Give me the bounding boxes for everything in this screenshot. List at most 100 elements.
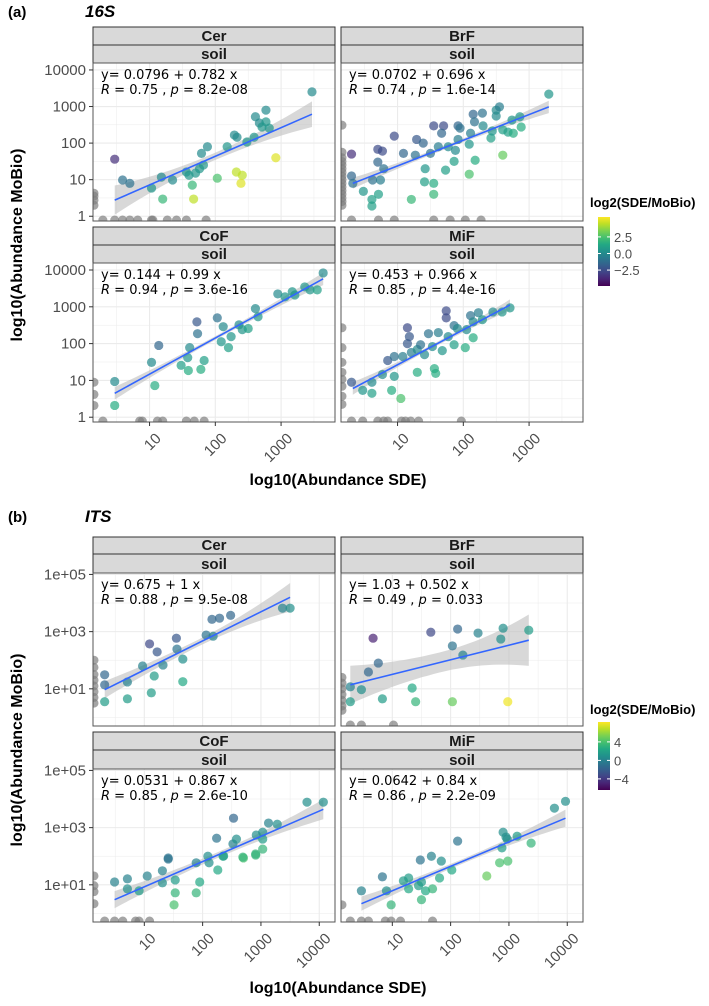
data-point — [100, 680, 110, 690]
panel-border — [340, 768, 584, 923]
data-point — [398, 148, 409, 158]
data-point — [460, 343, 470, 353]
data-point — [503, 697, 513, 707]
data-point — [508, 128, 518, 138]
correlation-stats: R = 0.85 , p = 2.6e-10 — [101, 789, 248, 804]
legend-title: log2(SDE/MoBio) — [590, 195, 695, 210]
regression-line — [361, 817, 566, 905]
data-point — [318, 797, 328, 807]
data-point — [195, 877, 205, 887]
data-point — [470, 155, 480, 165]
strip-habitat-label: soil — [201, 46, 227, 63]
data-point — [544, 89, 554, 99]
x-tick-label: 100 — [436, 930, 466, 960]
data-point — [261, 105, 271, 115]
data-point — [346, 377, 357, 387]
panel-border — [340, 262, 584, 423]
zero-count-point — [389, 215, 399, 221]
data-point — [418, 138, 428, 148]
y-tick-label: 1e+05 — [44, 762, 86, 779]
zero-count-point — [341, 343, 347, 353]
zero-count-point — [341, 381, 347, 391]
zero-count-point — [181, 416, 191, 422]
data-point — [468, 109, 478, 119]
panel-label: (a) — [8, 4, 26, 21]
data-point — [389, 131, 399, 141]
zero-count-point — [373, 215, 383, 221]
zero-count-point — [347, 215, 357, 221]
panel-border — [340, 572, 584, 727]
plot-area — [341, 89, 554, 221]
data-point — [214, 613, 225, 623]
data-point — [449, 156, 459, 166]
zero-count-point — [356, 916, 366, 922]
data-point — [441, 306, 451, 316]
data-point — [318, 268, 328, 278]
data-point — [503, 856, 513, 866]
data-point — [450, 145, 461, 156]
y-tick-label: 1e+05 — [44, 566, 86, 583]
y-axis-title: log10(Abundance MoBio) — [9, 149, 26, 342]
legend-colorbar — [598, 217, 610, 286]
regression-equation: y= 0.144 + 0.99 x — [101, 268, 221, 283]
strip-site-label: MiF — [449, 733, 475, 750]
regression-line — [114, 113, 313, 201]
data-point — [202, 142, 213, 152]
data-point — [183, 365, 193, 376]
data-point — [488, 307, 498, 317]
data-point — [411, 697, 421, 707]
data-point — [285, 603, 295, 613]
data-point — [238, 852, 248, 862]
data-point — [434, 873, 445, 883]
data-point — [524, 625, 534, 635]
data-point — [406, 194, 416, 205]
data-point — [367, 175, 378, 185]
legend-tick-label: 0.0 — [614, 246, 632, 261]
strip-site-label: BrF — [449, 537, 475, 554]
data-point — [110, 376, 120, 387]
data-point — [368, 633, 378, 643]
data-point — [453, 836, 463, 846]
zero-count-point — [341, 367, 347, 377]
y-tick-label: 100 — [61, 135, 86, 152]
y-tick-label: 10 — [69, 172, 86, 189]
data-point — [404, 884, 414, 894]
data-point — [169, 900, 179, 910]
data-point — [236, 178, 246, 188]
y-tick-label: 100 — [61, 336, 86, 353]
plot-area — [341, 614, 534, 726]
zero-count-point — [341, 705, 347, 715]
zero-count-point — [356, 720, 366, 726]
data-point — [426, 627, 436, 637]
zero-count-point — [137, 416, 147, 422]
facet-cof: CoF soil y= 0.0531 + 0.867 xR = 0.85 , p =… — [44, 731, 336, 972]
data-point — [251, 850, 261, 860]
data-point — [464, 139, 474, 149]
data-point — [526, 838, 536, 848]
data-point — [199, 355, 209, 366]
regression-line — [352, 106, 550, 185]
panel-label: (b) — [8, 509, 27, 526]
plot-area — [93, 87, 317, 221]
data-point — [482, 871, 492, 881]
data-point — [170, 888, 180, 898]
zero-count-point — [199, 416, 209, 422]
panel-background — [93, 573, 335, 726]
data-point — [110, 154, 120, 164]
data-point — [389, 351, 399, 362]
zero-count-point — [476, 215, 486, 221]
correlation-stats: R = 0.85 , p = 4.4e-16 — [349, 283, 496, 298]
data-point — [404, 873, 414, 883]
y-tick-label: 1e+03 — [44, 820, 86, 837]
data-point — [172, 644, 182, 654]
data-point — [478, 121, 488, 131]
correlation-stats: R = 0.88 , p = 9.5e-08 — [101, 593, 248, 608]
zero-count-point — [110, 215, 120, 221]
zero-count-point — [445, 215, 455, 221]
plot-area — [341, 796, 571, 922]
data-point — [387, 385, 397, 395]
zero-count-point — [414, 416, 424, 422]
data-point — [381, 886, 392, 896]
data-point — [402, 339, 413, 349]
